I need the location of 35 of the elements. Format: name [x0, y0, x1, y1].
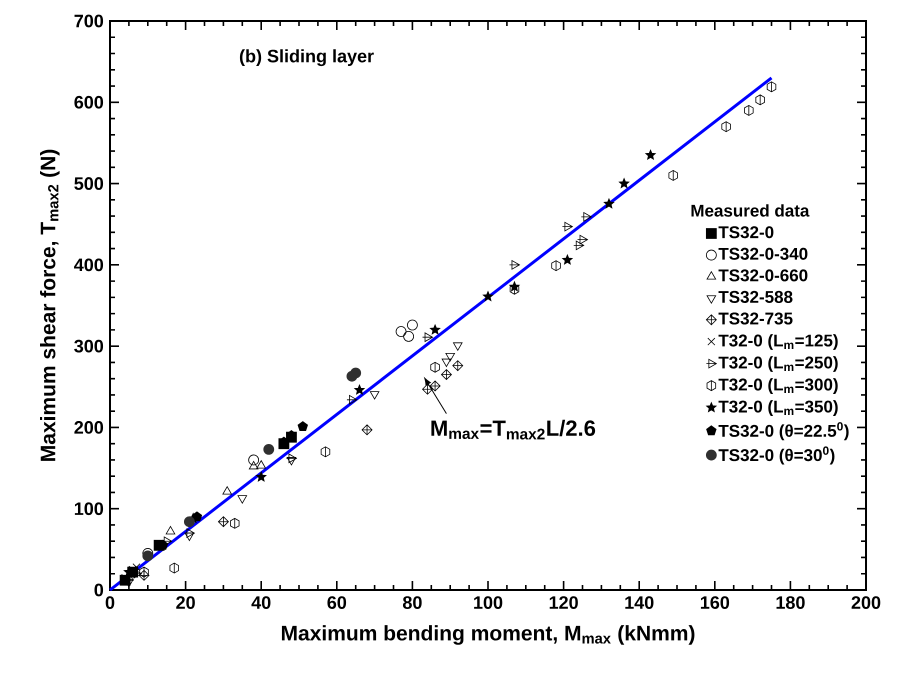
legend-label: T32-0 (L$_{m}$=250) — [718, 356, 838, 372]
legend-label: TS32-735 — [718, 312, 793, 325]
x-tick-label: 180 — [776, 596, 805, 609]
annotation: M$_{max}$=T$_{max2}$L/2.6 — [431, 420, 596, 440]
y-tick-label: 100 — [74, 502, 104, 516]
legend-label: TS32-0-340 — [718, 248, 808, 260]
legend-label: TS32-588 — [718, 290, 792, 303]
text: (b) Sliding layer — [240, 49, 374, 66]
x-tick-label: 160 — [700, 596, 730, 609]
legend-label: TS32-0 (θ=22.5$^{0}$) — [718, 422, 849, 440]
x-tick-label: 60 — [327, 596, 346, 609]
x-axis-title: Maximum bending moment, M$_{max}$ (kNmm) — [282, 625, 694, 645]
legend-label: TS32-0-660 — [718, 269, 808, 282]
y-tick-label: 600 — [74, 96, 104, 109]
x-tick-label: 80 — [402, 596, 422, 609]
y-tick-label: 300 — [74, 340, 104, 353]
x-tick-label: 20 — [176, 596, 195, 609]
x-tick-label: 0 — [106, 596, 114, 609]
y-tick-label: 200 — [74, 421, 104, 434]
legend-label: T32-0 (L$_{m}$=125) — [718, 334, 838, 350]
y-tick-label: 500 — [74, 177, 104, 190]
x-tick-label: 100 — [474, 596, 502, 609]
x-tick-label: 40 — [251, 596, 270, 609]
legend-title: Measured data — [692, 204, 810, 217]
x-tick-label: 140 — [625, 596, 654, 609]
x-tick-label: 120 — [550, 596, 578, 609]
y-tick-label: 700 — [74, 14, 104, 28]
y-axis-title: Maximum shear force, T$_{max2}$ (N) — [40, 150, 60, 461]
legend-label: TS32-0 (θ=30$^{0}$) — [718, 446, 834, 465]
x-tick-label: 200 — [852, 596, 880, 609]
legend-label: T32-0 (L$_{m}$=350) — [718, 400, 838, 416]
legend-label: TS32-0 — [718, 226, 774, 238]
y-tick-label: 0 — [94, 584, 104, 596]
legend-label: T32-0 (L$_{m}$=300) — [718, 378, 838, 394]
y-tick-label: 400 — [74, 258, 104, 272]
